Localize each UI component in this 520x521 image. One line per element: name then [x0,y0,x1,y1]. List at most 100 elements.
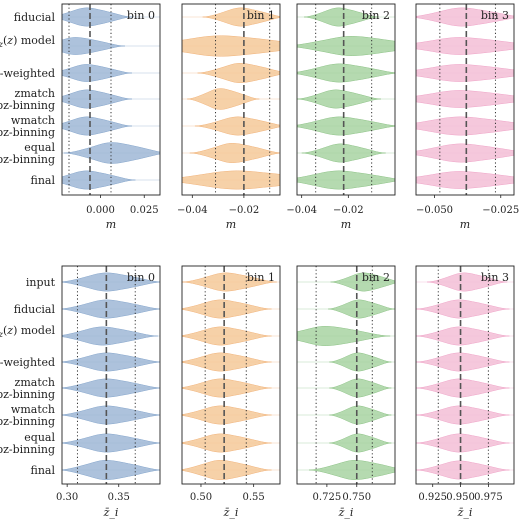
panel-frame [415,3,515,196]
x-tick-label: −0.04 [286,205,317,216]
violin-shape [416,405,510,425]
violin-shape [308,460,395,480]
violin-shape [182,170,280,190]
violin-shape [427,272,508,292]
violin-shape [416,90,514,108]
violin-shape [182,405,272,425]
violin-shape [202,7,280,27]
row-label-line: equal [24,141,55,154]
row-label-line: input [26,276,56,289]
panel-0-0: bin 0 0.000 0.025 m [61,3,161,231]
violin-shape [297,89,382,109]
panel-1-1: bin 1 0.50 0.55 z̄_i [181,265,281,519]
violin-shape [62,7,133,27]
panel-frame [61,265,161,485]
panel-title: bin 2 [362,271,390,284]
row-label: final [31,174,56,187]
row-label-rest: ( [3,324,7,337]
x-tick-label: 0.55 [243,492,265,503]
violin-shape [416,116,514,136]
x-axis-label: z̄_i [338,506,354,519]
panel-title: bin 3 [481,271,509,284]
violin-shape [62,378,160,398]
panel-title: bin 2 [362,9,390,22]
row-label-math: z [6,34,13,47]
row-label-math: z [6,324,13,337]
violin-shape [303,7,379,27]
row-label: alternatenz(z) model [0,34,55,49]
row-label-line: final [31,464,56,477]
row-label: wmatch pz-binning [0,114,55,139]
panel-frame [61,3,161,196]
row-label-line: pz-binning [0,99,55,112]
row-label: input [26,276,56,289]
violin-shape [330,272,395,292]
panel-frame [415,265,515,485]
row-label-line: pz-binning [0,153,55,166]
violin-shape [297,36,395,56]
panel-title: bin 0 [127,9,155,22]
violin-shape [62,299,160,319]
row-label-rest: ) model [13,34,55,47]
row-label: final [31,464,56,477]
panel-0-3: bin 3 −0.050 −0.025 m [415,3,519,231]
row-label: zmatch pz-binning [0,376,55,401]
x-tick-label: 0.925 [418,492,447,503]
x-axis-label: z̄_i [103,506,119,519]
x-axis-label: m [460,218,470,231]
panel-plot-area [297,266,395,484]
violin-shape [62,89,133,109]
x-axis-label: z̄_i [223,506,239,519]
x-axis-label: m [226,218,236,231]
row-label-line: pz-binning [0,415,55,428]
panel-plot-area [416,4,514,195]
violin-shape [328,299,395,319]
row-label: wmatch pz-binning [0,403,55,428]
row-label-line: wmatch [11,403,55,416]
x-tick-label: 0.35 [108,492,130,503]
violin-shape [297,326,391,346]
violin-shape [182,352,272,372]
x-tick-label: 0.30 [56,492,78,503]
row-label-line: zmatch [15,87,55,100]
panel-1-2: bin 2 0.725 0.750 z̄_i [296,265,396,519]
violin-shape [416,37,514,55]
row-label-line: fiducial [14,11,56,24]
violin-shape [182,272,277,292]
violin-shape [297,170,395,190]
panel-title: bin 1 [247,9,275,22]
panel-title: bin 3 [481,9,509,22]
x-tick-label: 0.000 [86,205,115,216]
row-label: re-weighted [0,67,55,80]
violin-shape [416,7,514,27]
panel-plot-area [62,266,160,484]
panel-frame [181,3,281,196]
violin-shape [416,143,514,163]
x-axis-label: m [106,218,116,231]
row-label: equal pz-binning [0,431,55,456]
violin-shape [416,299,510,319]
panel-frame [296,3,396,196]
row-label-rest: ( [3,34,7,47]
x-tick-label: −0.02 [229,205,260,216]
violin-shape [329,352,392,372]
x-tick-label: −0.050 [416,205,453,216]
x-tick-label: 0.725 [313,492,342,503]
violin-shape [297,116,395,136]
x-tick-label: 0.50 [190,492,212,503]
violin-shape [416,64,514,82]
row-label-line: zmatch [15,376,55,389]
x-tick-label: −0.02 [333,205,364,216]
row-label-line: pz-binning [0,443,55,456]
row-label-line: equal [24,431,55,444]
violin-shape [62,170,136,190]
row-label: fiducial [14,303,56,316]
row-label: equal pz-binning [0,141,55,166]
x-axis-label: m [341,218,351,231]
row-label-line: wmatch [11,114,55,127]
x-axis-label: z̄_i [457,506,473,519]
violin-shape [62,116,133,136]
panel-frame [296,265,396,485]
violin-shape [182,326,272,346]
